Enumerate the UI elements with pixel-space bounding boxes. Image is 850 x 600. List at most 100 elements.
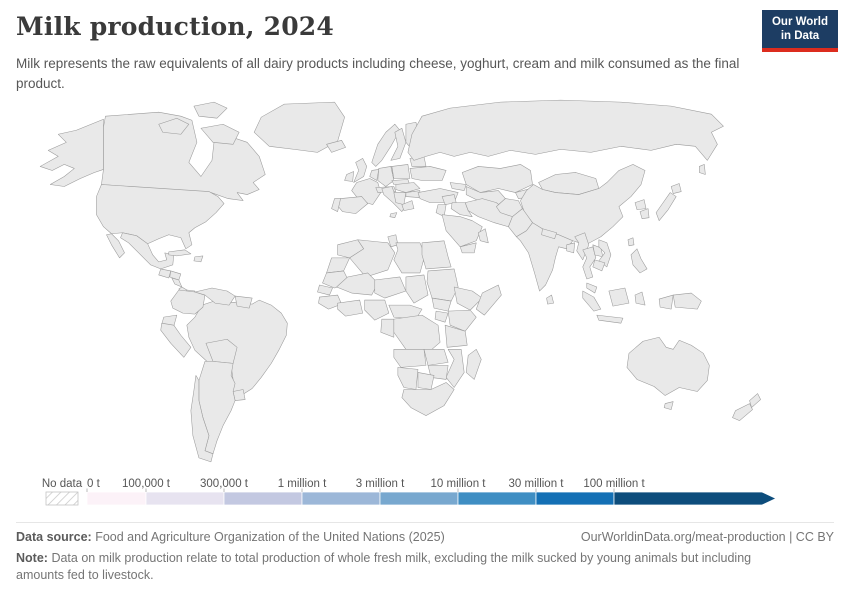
country-sweden[interactable] — [390, 127, 407, 161]
country-yemen[interactable] — [459, 242, 477, 254]
country-nepal[interactable] — [541, 228, 557, 240]
country-spain[interactable] — [336, 196, 369, 214]
country-norway[interactable] — [371, 123, 401, 167]
country-canada-island[interactable] — [158, 117, 190, 135]
country-italy-sicily[interactable] — [389, 212, 398, 218]
legend-bin-swatch[interactable] — [613, 491, 777, 506]
country-hungary-romania[interactable] — [395, 182, 421, 193]
country-iceland[interactable] — [326, 140, 346, 153]
country-oman[interactable] — [477, 228, 489, 244]
country-guinea[interactable] — [318, 294, 342, 310]
country-new-zealand-south[interactable] — [732, 403, 753, 421]
legend-bin-swatch[interactable] — [535, 491, 615, 506]
country-niger[interactable] — [374, 276, 407, 299]
country-taiwan[interactable] — [627, 237, 635, 247]
country-egypt[interactable] — [421, 240, 452, 270]
country-uganda[interactable] — [434, 310, 449, 323]
legend-bin-swatch[interactable] — [379, 491, 459, 506]
country-nicaragua[interactable] — [171, 277, 183, 288]
legend-bin-swatch[interactable] — [86, 491, 147, 506]
country-usa[interactable] — [96, 184, 225, 250]
legend-bin-swatch[interactable] — [145, 491, 225, 506]
country-cambodia[interactable] — [592, 259, 606, 272]
country-libya[interactable] — [393, 242, 426, 274]
country-hispaniola[interactable] — [193, 255, 204, 263]
country-botswana[interactable] — [417, 372, 435, 390]
country-germany[interactable] — [377, 166, 395, 187]
legend-bin-swatch[interactable] — [457, 491, 537, 506]
country-bangladesh[interactable] — [566, 242, 575, 254]
country-bulgaria[interactable] — [405, 190, 421, 198]
country-japan-hokkaido[interactable] — [670, 183, 682, 194]
country-usa-alaska[interactable] — [39, 118, 104, 187]
country-ukraine[interactable] — [409, 166, 447, 181]
country-west-papua[interactable] — [658, 294, 674, 310]
legend-bin-swatch[interactable] — [301, 491, 381, 506]
country-guyanas[interactable] — [234, 295, 253, 309]
country-canada-island[interactable] — [200, 123, 240, 145]
country-japan[interactable] — [655, 192, 677, 221]
country-cameroon-car[interactable] — [388, 304, 423, 320]
country-australia[interactable] — [626, 336, 710, 396]
country-bolivia[interactable] — [205, 338, 238, 364]
country-papua-new-guinea[interactable] — [672, 292, 702, 310]
country-western-sahara[interactable] — [326, 257, 350, 274]
country-canada-island[interactable] — [193, 101, 228, 119]
country-honduras[interactable] — [169, 270, 182, 281]
country-saudi-arabia[interactable] — [441, 214, 483, 248]
country-ethiopia[interactable] — [453, 286, 483, 311]
country-cuba[interactable] — [168, 249, 192, 257]
country-angola[interactable] — [393, 349, 427, 368]
country-peru[interactable] — [160, 322, 192, 358]
country-greenland[interactable] — [253, 101, 345, 153]
country-russia-sakhalin[interactable] — [699, 164, 706, 175]
country-australia-tasmania[interactable] — [663, 401, 674, 410]
legend-bin-swatch[interactable] — [223, 491, 303, 506]
country-united-kingdom[interactable] — [353, 158, 367, 183]
country-south-africa[interactable] — [401, 382, 455, 416]
country-mexico-baja[interactable] — [106, 233, 125, 259]
country-guatemala[interactable] — [158, 268, 172, 279]
country-greece[interactable] — [401, 200, 415, 211]
country-nigeria[interactable] — [364, 299, 390, 321]
country-south-korea[interactable] — [639, 208, 650, 219]
country-north-korea[interactable] — [634, 199, 647, 210]
country-algeria[interactable] — [349, 239, 396, 278]
country-indonesia-sumatra[interactable] — [582, 290, 602, 312]
owid-logo[interactable]: Our World in Data — [762, 10, 838, 52]
country-mozambique[interactable] — [445, 349, 465, 388]
country-sri-lanka[interactable] — [546, 294, 554, 305]
owid-cc-link[interactable]: OurWorldinData.org/meat-production | CC … — [580, 530, 834, 544]
legend-color-scale[interactable]: 0 t 100,000 t 300,000 t 1 million t 3 millio… — [86, 478, 777, 506]
country-indonesia-java[interactable] — [596, 314, 624, 324]
country-ivory-coast-ghana[interactable] — [337, 299, 363, 317]
country-venezuela[interactable] — [194, 287, 236, 306]
country-congo-gabon[interactable] — [380, 318, 395, 338]
country-malaysia[interactable] — [586, 282, 598, 294]
country-sudan[interactable] — [426, 268, 459, 302]
country-kenya[interactable] — [447, 309, 477, 332]
country-new-zealand-north[interactable] — [749, 393, 761, 408]
country-brazil[interactable] — [186, 299, 288, 398]
country-caucasus[interactable] — [449, 182, 467, 191]
country-colombia[interactable] — [170, 289, 206, 315]
country-somalia[interactable] — [475, 284, 502, 316]
country-portugal[interactable] — [331, 198, 341, 212]
country-senegal[interactable] — [317, 284, 333, 296]
map-legend[interactable]: No data 0 t 100,000 t 300,000 t 1 million t… — [0, 476, 850, 516]
country-poland[interactable] — [391, 164, 411, 179]
country-tanzania[interactable] — [444, 324, 468, 348]
country-chad[interactable] — [405, 274, 429, 304]
country-drc[interactable] — [393, 314, 441, 356]
country-russia[interactable] — [407, 99, 724, 161]
country-philippines[interactable] — [630, 248, 648, 274]
country-chile[interactable] — [190, 375, 214, 463]
country-mali[interactable] — [336, 272, 379, 296]
country-indonesia-borneo[interactable] — [608, 287, 630, 307]
country-namibia[interactable] — [397, 367, 419, 390]
country-ireland[interactable] — [344, 171, 354, 182]
country-kazakhstan[interactable] — [461, 164, 533, 193]
country-indonesia-sulawesi[interactable] — [634, 291, 646, 306]
country-zambia[interactable] — [423, 349, 449, 366]
world-choropleth-map[interactable] — [8, 92, 842, 478]
